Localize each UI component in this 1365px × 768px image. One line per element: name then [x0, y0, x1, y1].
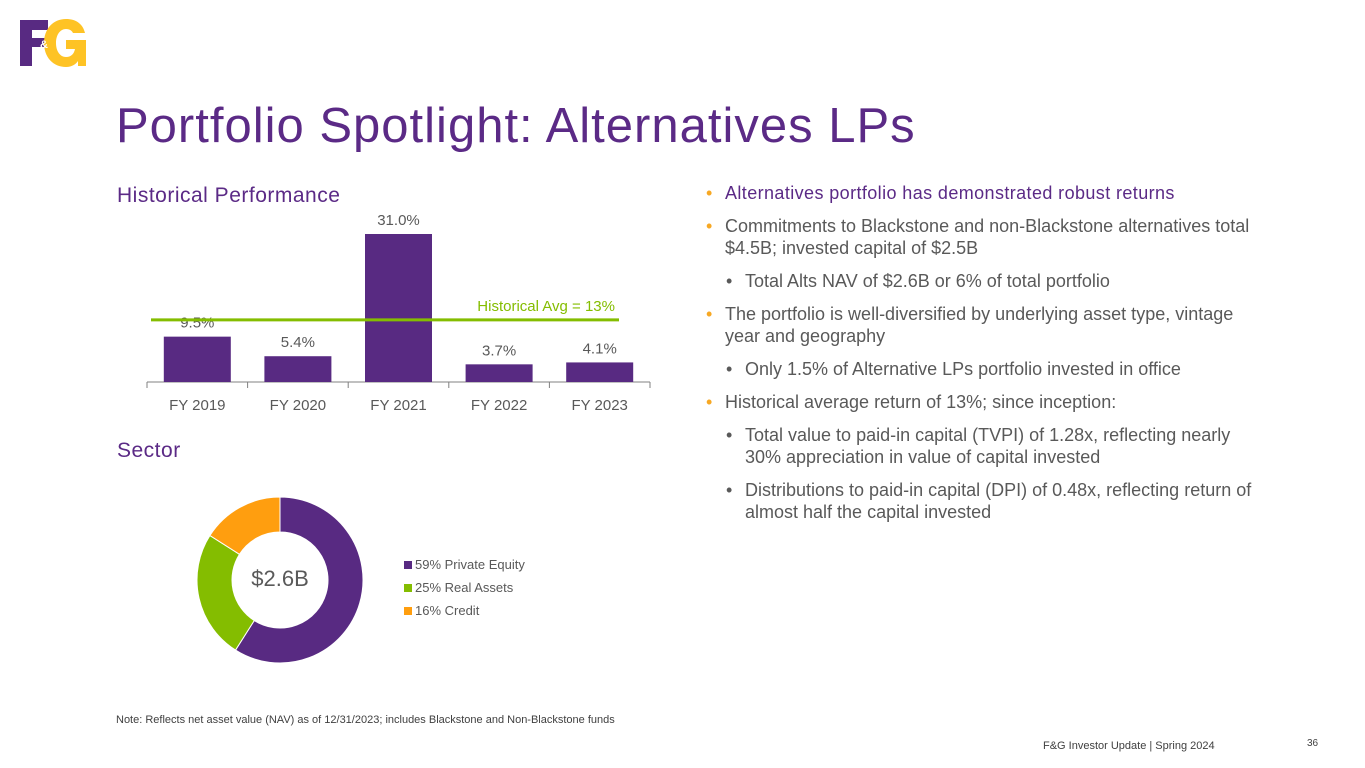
- bar: [365, 234, 432, 382]
- historical-performance-heading: Historical Performance: [117, 184, 341, 207]
- legend-swatch: [404, 606, 412, 615]
- historical-performance-chart: 9.5% FY 2019 5.4% FY 2020 31.0% FY 2021 3.7% FY…: [0, 0, 700, 430]
- x-tick-label: FY 2019: [169, 397, 225, 414]
- sector-heading: Sector: [117, 439, 181, 462]
- bar-value-label: 4.1%: [583, 340, 617, 357]
- x-tick-label: FY 2020: [270, 397, 326, 414]
- bullet-item: Alternatives portfolio has demonstrated …: [706, 182, 1266, 204]
- x-tick-label: FY 2021: [370, 397, 426, 414]
- bar: [566, 362, 634, 382]
- donut-slice-private-equity: [234, 496, 364, 664]
- bullet-list: Alternatives portfolio has demonstrated …: [706, 182, 1266, 534]
- footer-text: F&G Investor Update | Spring 2024: [1043, 740, 1215, 752]
- page-title: Portfolio Spotlight: Alternatives LPs: [116, 99, 916, 153]
- bullet-item: Total value to paid-in capital (TVPI) of…: [726, 424, 1266, 468]
- bullet-item: Total Alts NAV of $2.6B or 6% of total p…: [726, 270, 1266, 292]
- bar: [465, 364, 533, 382]
- page-number: 36: [1307, 738, 1319, 749]
- bullet-item: Only 1.5% of Alternative LPs portfolio i…: [726, 358, 1266, 380]
- sector-donut-chart: $2.6B 59% Private Equity 25% Real Assets…: [0, 0, 700, 700]
- svg-text:&: &: [40, 39, 48, 51]
- donut-center-label: $2.6B: [251, 566, 309, 591]
- bullet-item: Distributions to paid-in capital (DPI) o…: [726, 479, 1266, 523]
- fg-logo: &: [20, 19, 86, 67]
- bar-value-label: 5.4%: [281, 334, 315, 351]
- x-tick-label: FY 2022: [471, 397, 527, 414]
- bullet-item: Commitments to Blackstone and non-Blacks…: [706, 215, 1266, 259]
- bar: [163, 336, 231, 382]
- legend-item: 25% Real Assets: [404, 580, 525, 595]
- legend-label: 59% Private Equity: [415, 557, 525, 572]
- legend-swatch: [404, 583, 412, 592]
- legend-label: 16% Credit: [415, 603, 480, 618]
- donut-legend: 59% Private Equity 25% Real Assets 16% C…: [404, 557, 525, 626]
- x-tick-label: FY 2023: [571, 397, 627, 414]
- footnote: Note: Reflects net asset value (NAV) as …: [116, 714, 615, 726]
- bar-value-label: 31.0%: [377, 212, 420, 229]
- donut-slice-credit: [209, 496, 281, 555]
- legend-label: 25% Real Assets: [415, 580, 514, 595]
- legend-item: 16% Credit: [404, 603, 525, 618]
- historical-average-label: Historical Avg = 13%: [477, 298, 615, 315]
- bullet-item: Historical average return of 13%; since …: [706, 391, 1266, 413]
- donut-slice-real-assets: [196, 534, 255, 651]
- bar-value-label: 3.7%: [482, 342, 516, 359]
- bar: [264, 356, 332, 382]
- legend-swatch: [404, 560, 412, 569]
- legend-item: 59% Private Equity: [404, 557, 525, 572]
- bullet-item: The portfolio is well-diversified by und…: [706, 303, 1266, 347]
